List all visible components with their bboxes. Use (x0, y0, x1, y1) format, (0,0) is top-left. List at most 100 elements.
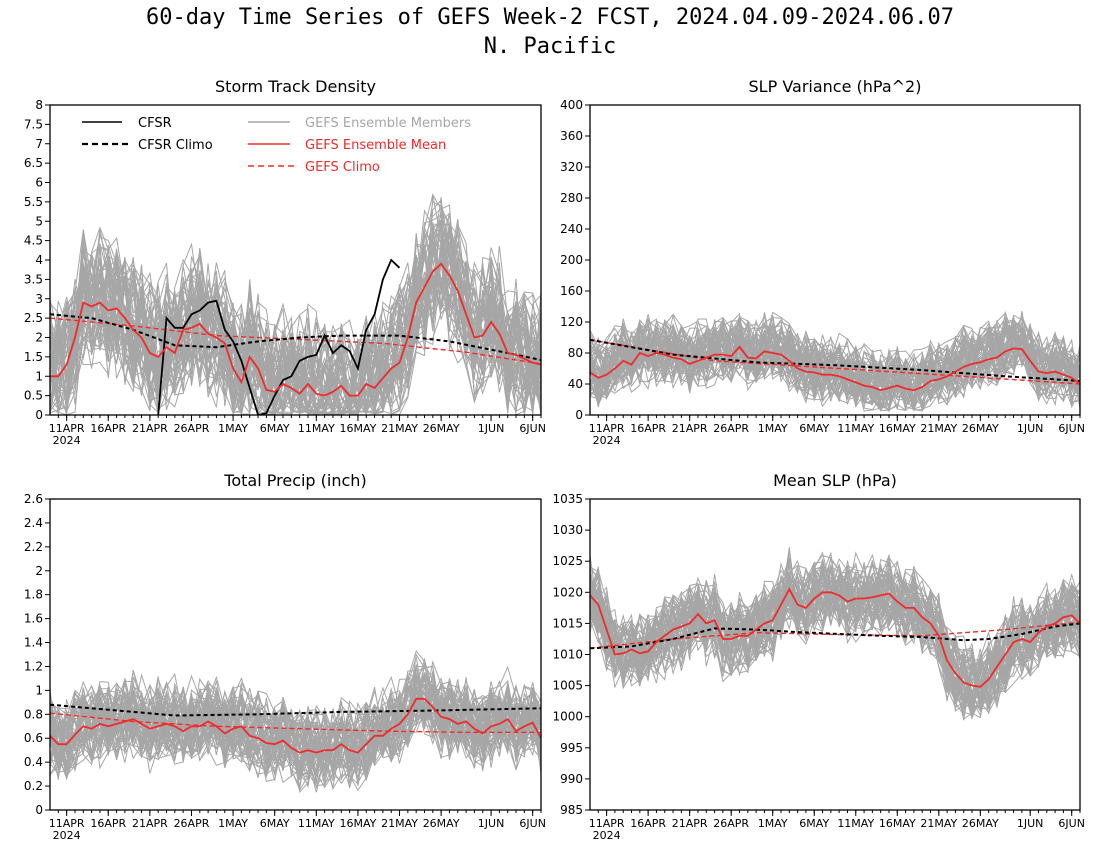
ensemble-members (590, 547, 1080, 721)
x-tick-label: 1MAY (758, 422, 788, 435)
gefs-ensemble-mean-line (50, 262, 541, 397)
y-tick-label: 320 (560, 160, 583, 174)
x-tick-label: 11MAY (837, 422, 874, 435)
ensemble-member-line (590, 329, 1080, 402)
x-year-label: 2024 (53, 829, 81, 842)
legend-members-label: GEFS Ensemble Members (305, 116, 471, 131)
y-tick-label: 1005 (552, 679, 583, 693)
x-tick-label: 26MAY (423, 817, 460, 830)
x-tick-label: 16MAY (879, 422, 916, 435)
y-tick-label: 1.2 (24, 659, 43, 673)
x-tick-label: 11APR (589, 422, 625, 435)
ensemble-members (590, 310, 1080, 413)
ensemble-member-line (590, 323, 1080, 411)
ensemble-member-line (590, 335, 1080, 410)
y-tick-label: 4.5 (24, 234, 43, 248)
gefs-climo-line (590, 621, 1080, 649)
y-tick-label: 985 (560, 803, 583, 817)
x-year-label: 2024 (593, 829, 621, 842)
y-axis: 0 0.5 1 1.5 2 2.5 3 3.5 4 4.5 5 5.5 6 6.5 7 7.5 8 (24, 98, 50, 422)
ensemble-member-line (590, 561, 1080, 688)
y-tick-label: 1000 (552, 710, 583, 724)
ensemble-members (50, 193, 541, 415)
panel-title: SLP Variance (hPa^2) (749, 77, 922, 96)
y-tick-label: 40 (568, 377, 583, 391)
y-tick-label: 0.5 (24, 389, 43, 403)
x-tick-label: 26APR (174, 422, 210, 435)
x-axis: 11APR 16APR 21APR 26APR 1MAY 6MAY 11MAY 16MAY 21… (589, 415, 1085, 447)
gefs-climo-line (50, 317, 541, 365)
ensemble-member-line (590, 572, 1080, 720)
ensemble-member-line (50, 670, 541, 785)
ensemble-member-line (50, 672, 541, 772)
x-tick-label: 6JUN (1058, 817, 1085, 830)
x-tick-label: 16APR (90, 817, 126, 830)
x-tick-label: 16APR (630, 422, 666, 435)
x-tick-label: 16MAY (879, 817, 916, 830)
y-tick-label: 6.5 (24, 156, 43, 170)
y-tick-label: 1.4 (24, 636, 43, 650)
y-tick-label: 200 (560, 253, 583, 267)
main-subtitle: N. Pacific (483, 34, 617, 59)
ensemble-member-line (590, 322, 1080, 407)
ensemble-member-line (50, 206, 541, 415)
y-tick-label: 5.5 (24, 195, 43, 209)
x-tick-label: 16APR (630, 817, 666, 830)
y-tick-label: 240 (560, 222, 583, 236)
x-tick-label: 26APR (174, 817, 210, 830)
y-tick-label: 0.6 (24, 731, 43, 745)
y-tick-label: 995 (560, 741, 583, 755)
x-tick-label: 21APR (132, 422, 168, 435)
x-tick-label: 6JUN (519, 422, 546, 435)
ensemble-member-line (590, 561, 1080, 698)
x-tick-label: 21MAY (381, 817, 418, 830)
cfsr-climo-line (50, 313, 541, 361)
y-tick-label: 3.5 (24, 272, 43, 286)
x-tick-label: 26APR (713, 817, 749, 830)
y-tick-label: 280 (560, 191, 583, 205)
x-tick-label: 1JUN (1017, 422, 1044, 435)
y-tick-label: 2 (35, 331, 43, 345)
y-tick-label: 1 (35, 369, 43, 383)
x-tick-label: 1JUN (478, 817, 505, 830)
ensemble-member-line (590, 315, 1080, 402)
x-tick-label: 1MAY (218, 422, 248, 435)
chart-panel-1: SLP Variance (hPa^2) 0 40 80 120 160 200 240 280… (560, 77, 1085, 447)
cfsr-climo-line (590, 622, 1080, 650)
legend-cfsr-label: CFSR (138, 116, 172, 131)
panel-title: Mean SLP (hPa) (773, 471, 897, 490)
ensemble-member-line (590, 321, 1080, 400)
y-tick-label: 1015 (552, 616, 583, 630)
y-axis: 0 0.2 0.4 0.6 0.8 1 1.2 1.4 1.6 1.8 2 2.2 2.4 2.6 (24, 492, 50, 817)
y-tick-label: 7.5 (24, 117, 43, 131)
x-tick-label: 26APR (713, 422, 749, 435)
x-tick-label: 1JUN (478, 422, 505, 435)
y-tick-label: 4 (35, 253, 43, 267)
x-axis: 11APR 16APR 21APR 26APR 1MAY 6MAY 11MAY 16MAY 21… (589, 810, 1085, 842)
ensemble-members (50, 650, 541, 794)
x-year-label: 2024 (593, 434, 621, 447)
y-tick-label: 0 (575, 408, 583, 422)
ensemble-member-line (590, 575, 1080, 718)
y-tick-label: 1.8 (24, 588, 43, 602)
legend-gefs-mean-label: GEFS Ensemble Mean (305, 138, 446, 153)
gefs-climo-line (50, 712, 541, 733)
x-tick-label: 6JUN (1058, 422, 1085, 435)
y-tick-label: 120 (560, 315, 583, 329)
y-tick-label: 2.4 (24, 516, 43, 530)
y-tick-label: 1.5 (24, 350, 43, 364)
panel-title: Total Precip (inch) (223, 471, 366, 490)
ensemble-member-line (50, 665, 541, 758)
x-tick-label: 21APR (672, 817, 708, 830)
y-tick-label: 8 (35, 98, 43, 112)
x-tick-label: 6MAY (260, 422, 290, 435)
x-tick-label: 6MAY (799, 422, 829, 435)
gefs-ensemble-mean-line (590, 345, 1080, 392)
y-tick-label: 1025 (552, 554, 583, 568)
x-tick-label: 1MAY (218, 817, 248, 830)
x-tick-label: 16MAY (339, 422, 376, 435)
y-tick-label: 1010 (552, 648, 583, 662)
x-tick-label: 1MAY (758, 817, 788, 830)
y-tick-label: 160 (560, 284, 583, 298)
x-tick-label: 16APR (90, 422, 126, 435)
